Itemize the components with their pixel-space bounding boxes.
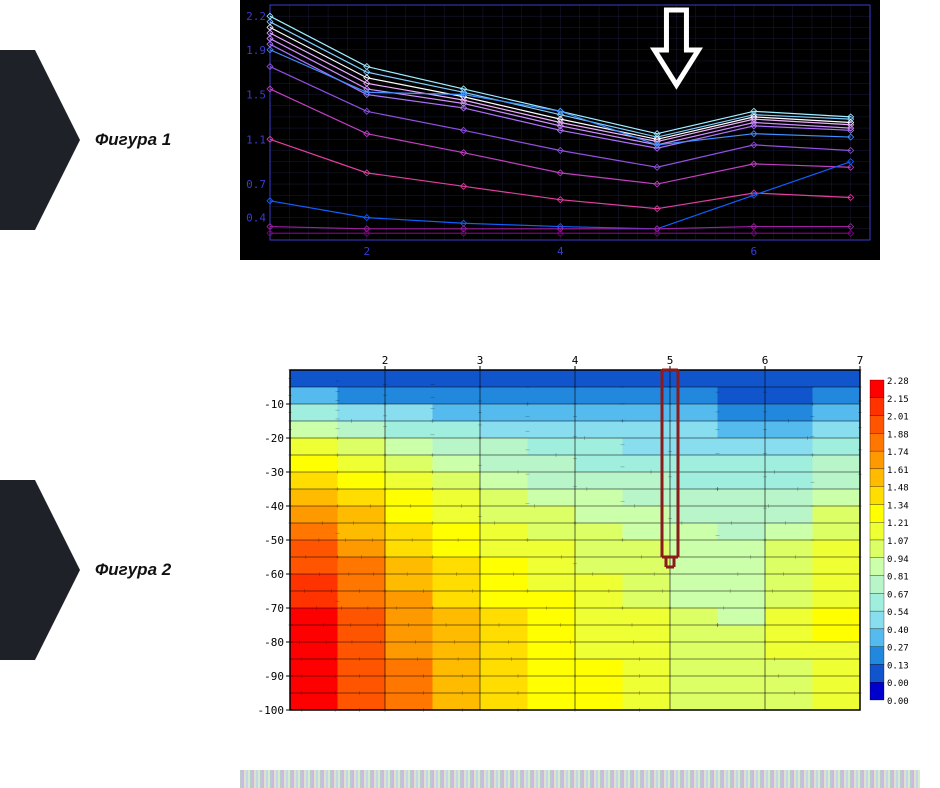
svg-text:0.13: 0.13 bbox=[887, 661, 909, 671]
svg-text:-20: -20 bbox=[264, 432, 284, 445]
svg-text:-10: -10 bbox=[264, 398, 284, 411]
svg-text:-70: -70 bbox=[264, 602, 284, 615]
svg-text:-80: -80 bbox=[264, 636, 284, 649]
svg-text:1.1: 1.1 bbox=[246, 133, 266, 146]
svg-text:5: 5 bbox=[667, 354, 674, 367]
figure1-svg: 0.4 0.7 1.1 1.5 1.9 2.2 2 4 6 bbox=[240, 0, 880, 260]
figure1-caption: Фигура 1 bbox=[95, 130, 171, 150]
svg-text:4: 4 bbox=[572, 354, 579, 367]
svg-text:1.48: 1.48 bbox=[887, 484, 909, 494]
svg-text:1.61: 1.61 bbox=[887, 466, 909, 476]
svg-text:0.67: 0.67 bbox=[887, 590, 909, 600]
figure2-chart: 2 3 4 5 6 7 -10 -20 -30 -40 -50 -60 -70 -80 -90 -100 2.2… bbox=[240, 350, 920, 720]
figure1-chart: 0.4 0.7 1.1 1.5 1.9 2.2 2 4 6 bbox=[240, 0, 880, 260]
svg-text:2.28: 2.28 bbox=[887, 377, 909, 387]
hexagon-decoration bbox=[0, 50, 80, 230]
svg-text:7: 7 bbox=[857, 354, 864, 367]
svg-text:0.4: 0.4 bbox=[246, 212, 266, 225]
svg-text:6: 6 bbox=[762, 354, 769, 367]
svg-text:1.88: 1.88 bbox=[887, 430, 909, 440]
figure2-caption: Фигура 2 bbox=[95, 560, 171, 580]
svg-text:-60: -60 bbox=[264, 568, 284, 581]
svg-text:1.07: 1.07 bbox=[887, 537, 909, 547]
svg-text:0.00: 0.00 bbox=[887, 679, 909, 689]
svg-text:0.54: 0.54 bbox=[887, 608, 909, 618]
figure2-label-block: Фигура 2 bbox=[0, 480, 200, 660]
svg-text:1.9: 1.9 bbox=[246, 44, 266, 57]
svg-text:0.94: 0.94 bbox=[887, 555, 909, 565]
svg-text:1.74: 1.74 bbox=[887, 448, 909, 458]
figure1-label-block: Фигура 1 bbox=[0, 50, 200, 230]
svg-text:0.27: 0.27 bbox=[887, 644, 909, 654]
svg-text:-50: -50 bbox=[264, 534, 284, 547]
svg-text:1.5: 1.5 bbox=[246, 89, 266, 102]
svg-text:2.15: 2.15 bbox=[887, 395, 909, 405]
svg-text:0.7: 0.7 bbox=[246, 178, 266, 191]
svg-text:0.81: 0.81 bbox=[887, 573, 909, 583]
figure2-svg: 2 3 4 5 6 7 -10 -20 -30 -40 -50 -60 -70 -80 -90 -100 2.2… bbox=[240, 350, 920, 720]
svg-text:3: 3 bbox=[477, 354, 484, 367]
noise-strip bbox=[240, 770, 920, 788]
svg-text:2.01: 2.01 bbox=[887, 413, 909, 423]
svg-text:2: 2 bbox=[363, 245, 370, 258]
svg-text:2: 2 bbox=[382, 354, 389, 367]
svg-text:4: 4 bbox=[557, 245, 564, 258]
svg-text:-30: -30 bbox=[264, 466, 284, 479]
svg-text:0.00: 0.00 bbox=[887, 697, 909, 707]
svg-text:1.21: 1.21 bbox=[887, 519, 909, 529]
svg-text:-100: -100 bbox=[258, 704, 285, 717]
svg-text:-90: -90 bbox=[264, 670, 284, 683]
svg-text:6: 6 bbox=[751, 245, 758, 258]
svg-text:0.40: 0.40 bbox=[887, 626, 909, 636]
svg-text:1.34: 1.34 bbox=[887, 501, 909, 511]
hexagon-decoration bbox=[0, 480, 80, 660]
svg-text:-40: -40 bbox=[264, 500, 284, 513]
svg-text:2.2: 2.2 bbox=[246, 10, 266, 23]
